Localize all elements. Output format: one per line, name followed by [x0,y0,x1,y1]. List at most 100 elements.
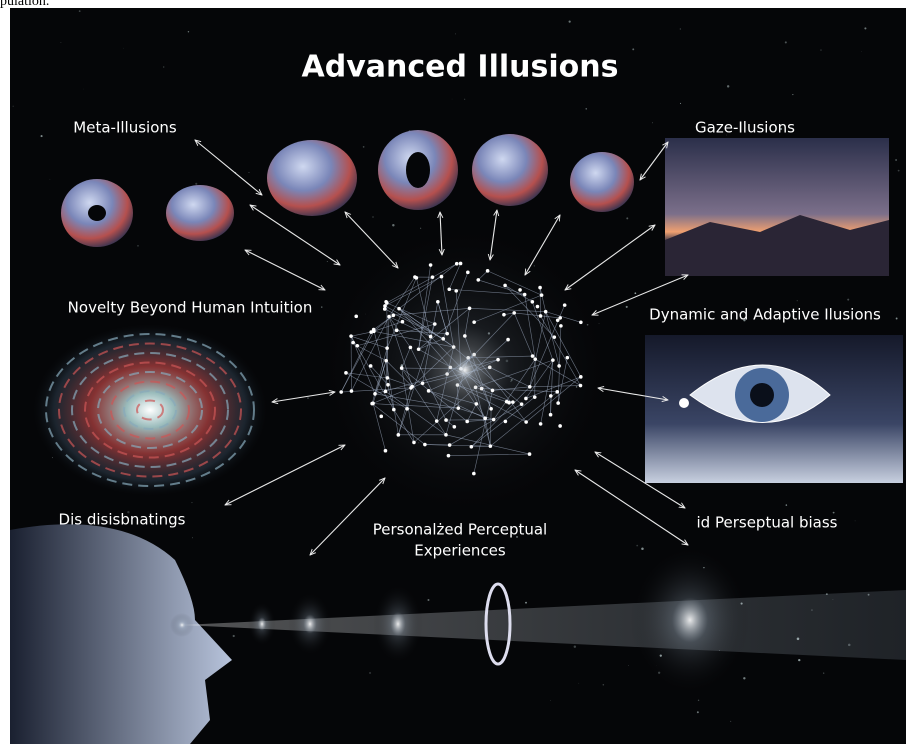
wave [373,584,423,664]
network-node [379,415,383,419]
network-node [528,385,532,389]
star [641,548,644,551]
knot [472,134,548,206]
network-node [511,400,515,404]
star [188,31,189,32]
network-node [369,330,373,334]
network-node [409,346,413,350]
star [307,397,309,399]
network-node [538,286,542,290]
network-node [579,320,583,324]
network-node [536,305,540,309]
star [680,103,681,104]
network-node [386,376,390,380]
star [233,635,235,637]
network-node [373,392,377,396]
label-personalized: Personalżed Perceptual [373,521,547,539]
network-node [544,310,548,314]
network-node [391,314,395,318]
star [321,306,322,307]
network-node [472,472,476,476]
network-node [384,300,388,304]
network-node [504,420,508,424]
network-node [465,420,469,424]
network-node [491,389,495,393]
network-node [551,358,555,362]
network-node [436,300,440,304]
star [525,602,527,604]
network-node [427,389,431,393]
label-gaze: Gaze-Ilusions [695,119,795,137]
network-node [355,344,359,348]
network-node [400,366,404,370]
eye-spark [679,398,689,408]
star [823,672,824,673]
knot-hole [406,152,430,188]
network-node [339,390,343,394]
network-node [566,356,570,360]
torus-hole [88,205,106,221]
caption-fragment: pulation. [0,0,49,9]
network-node [447,454,451,458]
network-node [466,271,470,275]
pupil [750,383,774,407]
network-node [429,335,433,339]
star [652,123,653,124]
network-node [384,359,388,363]
star [626,306,628,308]
star [634,292,636,294]
network-node [539,422,543,426]
network-node [444,418,448,422]
network-node [549,394,553,398]
star [864,27,866,29]
network-node [385,346,389,350]
star [79,10,81,12]
network-node [387,315,391,319]
network-node [454,289,458,293]
wave [248,602,276,646]
network-node [558,424,562,428]
network-node [453,425,457,429]
network-node [531,300,535,304]
network-node [344,371,348,375]
network-node [506,338,510,342]
network-node [463,334,467,338]
network-node [533,357,537,361]
star [195,183,197,185]
network-node [563,303,567,307]
network-node [520,402,524,406]
star [820,49,821,50]
network-node [441,337,445,341]
network-node [384,449,388,453]
star [743,677,745,679]
network-node [524,420,528,424]
star [698,700,699,701]
star [550,700,551,701]
knot [267,140,357,216]
star [786,504,787,505]
star [632,48,634,50]
star [680,28,681,29]
network-node [468,306,472,310]
wave [288,592,332,656]
star [192,502,193,503]
network-node [476,278,480,282]
network-node [351,341,355,345]
star [626,217,628,219]
network-node [412,441,416,445]
network-node [503,284,507,288]
star [464,99,465,100]
page: Advanced Illusions {"caption_fragment": … [0,0,906,744]
network-node [457,406,461,410]
star [585,108,586,109]
network-node [523,293,527,297]
network-node [431,275,435,279]
network-node [556,318,560,322]
network-node [392,408,396,412]
network-node [486,269,490,273]
network-node [459,262,463,266]
title: Advanced Illusions [302,50,619,85]
network-node [489,444,493,448]
knot [570,152,634,212]
star [847,299,849,301]
